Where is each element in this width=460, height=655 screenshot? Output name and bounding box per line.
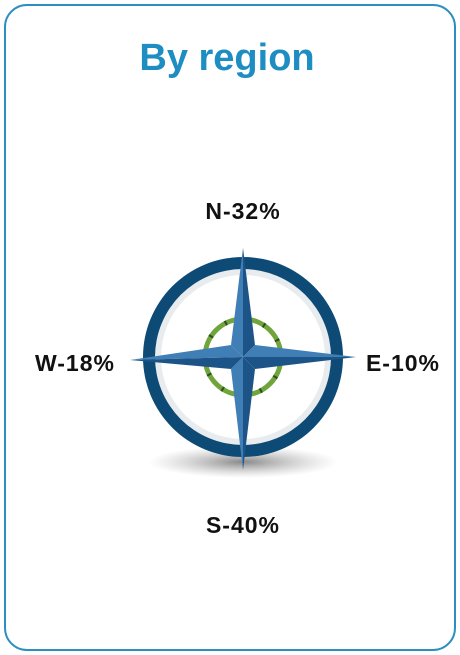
compass (130, 248, 356, 478)
arm-w-bottom (130, 357, 243, 369)
arm-w-top (130, 345, 243, 360)
direction-label: N-32% (205, 198, 280, 224)
arm-n-left (231, 248, 243, 357)
direction-label: E-10% (366, 350, 440, 376)
direction-label: S-40% (206, 512, 280, 538)
arm-n-right (243, 248, 255, 357)
arm-s-left (231, 357, 243, 470)
direction-label: W-18% (35, 350, 115, 376)
arm-e-top (243, 345, 356, 357)
arm-s-right (243, 357, 255, 470)
card-title: By region (139, 37, 314, 79)
arm-e-bottom (243, 357, 356, 369)
